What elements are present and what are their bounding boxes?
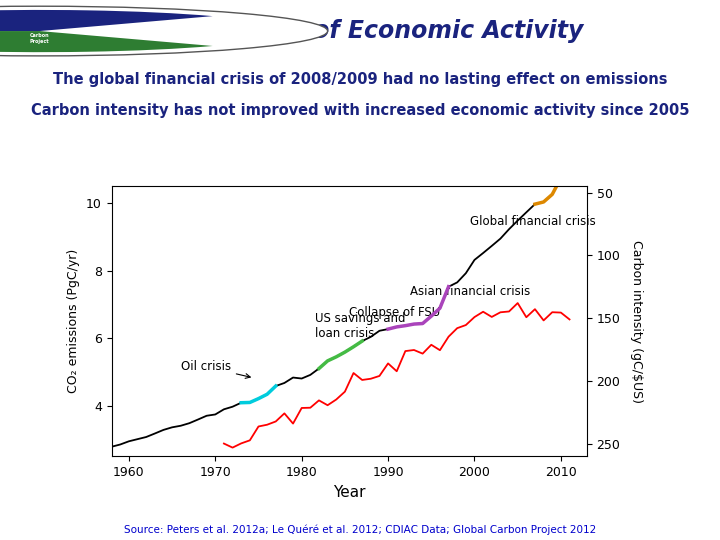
Wedge shape: [0, 10, 212, 31]
Text: Carbon Intensity of Economic Activity: Carbon Intensity of Economic Activity: [83, 19, 583, 43]
Text: Global financial crisis: Global financial crisis: [470, 215, 596, 228]
Text: Carbon
Project: Carbon Project: [30, 33, 50, 44]
Text: Source: Peters et al. 2012a; Le Quéré et al. 2012; CDIAC Data; Global Carbon Pro: Source: Peters et al. 2012a; Le Quéré et…: [124, 524, 596, 535]
Circle shape: [0, 6, 328, 56]
Wedge shape: [0, 31, 212, 52]
Text: The global financial crisis of 2008/2009 had no lasting effect on emissions: The global financial crisis of 2008/2009…: [53, 72, 667, 87]
Text: Collapse of FSU: Collapse of FSU: [349, 306, 441, 319]
Text: US savings and
loan crisis: US savings and loan crisis: [315, 312, 405, 340]
Y-axis label: Carbon intensity (gC/$US): Carbon intensity (gC/$US): [629, 240, 643, 403]
X-axis label: Year: Year: [333, 484, 366, 500]
Text: Carbon intensity has not improved with increased economic activity since 2005: Carbon intensity has not improved with i…: [31, 103, 689, 118]
Text: Oil crisis: Oil crisis: [181, 360, 251, 379]
Text: Asian financial crisis: Asian financial crisis: [410, 285, 530, 298]
Y-axis label: CO₂ emissions (PgC/yr): CO₂ emissions (PgC/yr): [68, 249, 81, 394]
